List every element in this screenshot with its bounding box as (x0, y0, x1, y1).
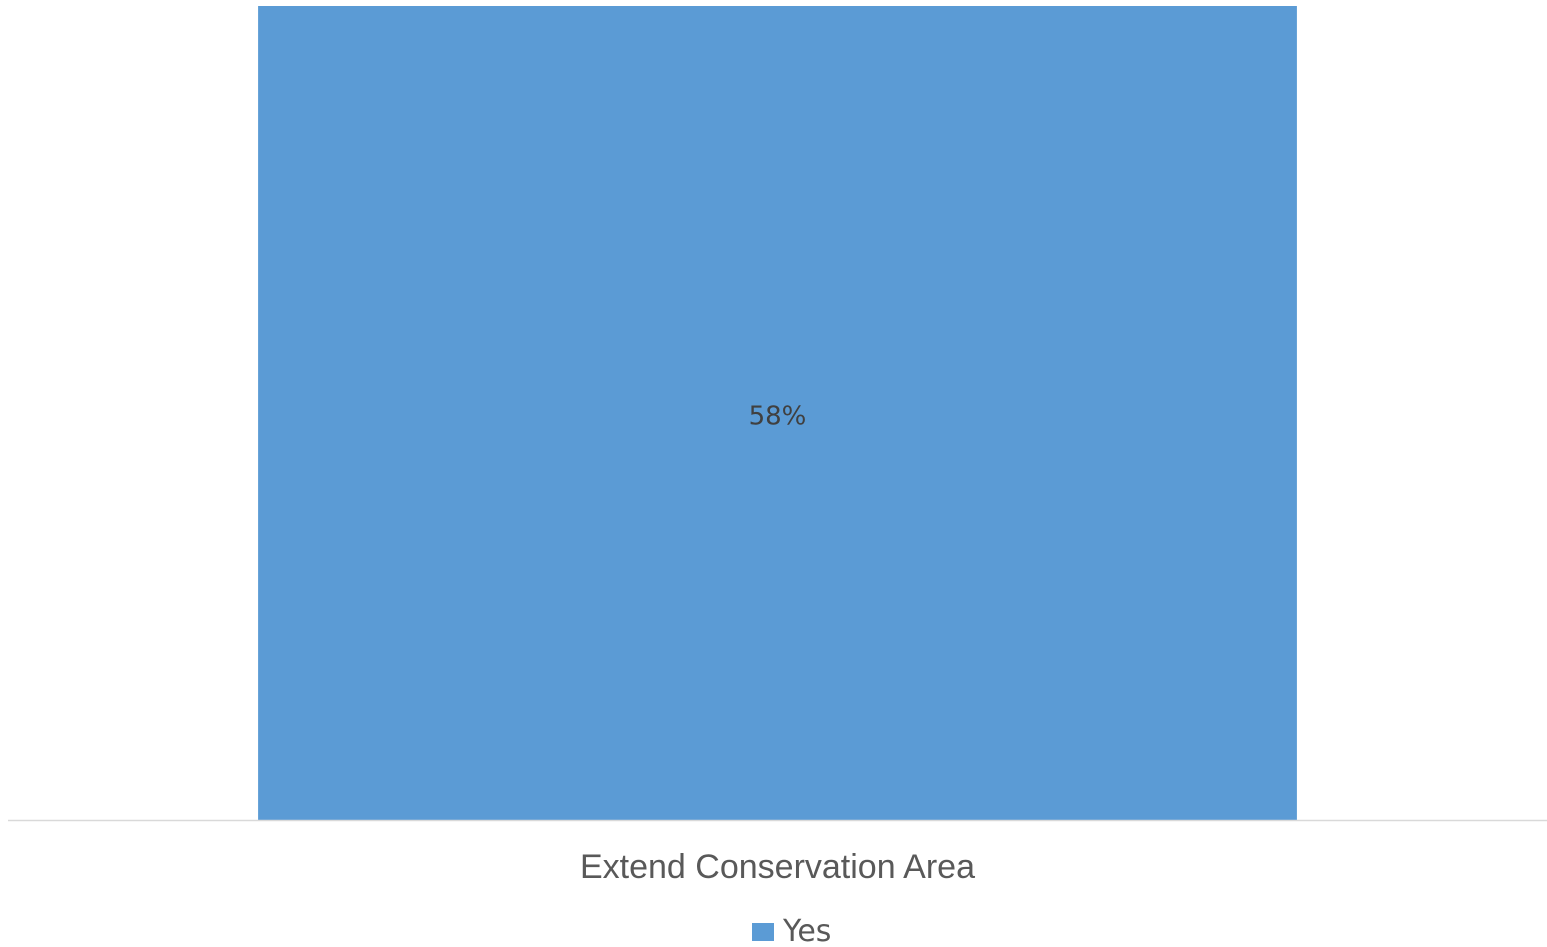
category-label-0: Extend Conservation Area (580, 848, 975, 886)
legend: Yes (752, 914, 831, 947)
data-label-yes-0: 58% (749, 402, 807, 432)
legend-swatch-yes (752, 923, 774, 941)
bars-group (258, 6, 1297, 820)
bar-yes-0 (258, 6, 1297, 820)
category-labels-group: Extend Conservation Area (580, 848, 975, 886)
legend-label-yes: Yes (782, 914, 831, 947)
data-labels-group: 58% (749, 402, 807, 432)
